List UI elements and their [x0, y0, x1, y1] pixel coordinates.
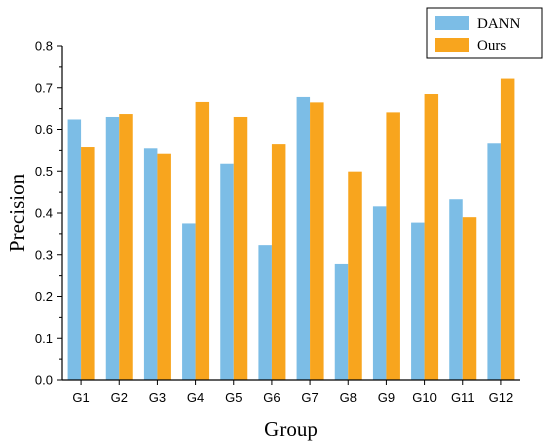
bar-ours-g8 — [348, 171, 362, 380]
x-tick-label: G5 — [225, 390, 242, 405]
x-tick-label: G8 — [340, 390, 357, 405]
bar-ours-g9 — [386, 112, 400, 380]
bar-ours-g3 — [157, 153, 171, 380]
legend-swatch-dann — [435, 16, 469, 30]
bar-ours-g7 — [310, 102, 324, 381]
bar-dann-g9 — [372, 206, 387, 380]
bar-dann-g5 — [220, 163, 234, 380]
bars-layer — [67, 78, 515, 381]
y-tick-label: 0.8 — [35, 39, 53, 54]
bar-dann-g1 — [67, 119, 82, 380]
bar-ours-g5 — [233, 116, 248, 380]
legend: DANN Ours — [426, 7, 543, 59]
bar-dann-g4 — [182, 223, 196, 380]
x-tick-label: G2 — [111, 390, 128, 405]
bar-dann-g7 — [296, 96, 311, 380]
x-tick-label: G10 — [412, 390, 437, 405]
y-tick-label: 0.6 — [35, 122, 53, 137]
x-tick-label: G12 — [489, 390, 514, 405]
y-tick-label: 0.2 — [35, 289, 53, 304]
bar-dann-g8 — [334, 263, 349, 380]
x-tick-label: G3 — [149, 390, 166, 405]
bar-dann-g10 — [411, 222, 425, 380]
x-axis-title: Group — [264, 417, 318, 441]
y-tick-label: 0.7 — [35, 80, 53, 95]
x-tick-label: G7 — [301, 390, 318, 405]
bar-dann-g6 — [258, 245, 272, 380]
bar-ours-g11 — [462, 217, 477, 380]
legend-label-ours: Ours — [477, 38, 506, 54]
bar-ours-g10 — [424, 94, 439, 380]
bar-dann-g2 — [105, 116, 120, 380]
y-axis-title: Precision — [5, 173, 29, 252]
bar-ours-g12 — [500, 78, 515, 380]
legend-label-dann: DANN — [477, 16, 520, 32]
bar-dann-g12 — [487, 143, 501, 380]
y-tick-label: 0.0 — [35, 373, 53, 388]
bar-ours-g1 — [81, 147, 95, 380]
x-tick-label: G11 — [451, 390, 475, 405]
bar-ours-g6 — [271, 144, 286, 380]
x-tick-label: G4 — [187, 390, 204, 405]
x-tick-label: G1 — [72, 390, 89, 405]
bar-dann-g3 — [143, 148, 158, 380]
bar-dann-g11 — [449, 199, 463, 380]
y-tick-label: 0.3 — [35, 247, 53, 262]
bar-ours-g2 — [119, 114, 133, 381]
legend-swatch-ours — [435, 38, 469, 52]
axes-layer: G1 G2 G3 G4 G5 G6 G7 G8 G9 G10 G11 G12 0.0 0.1 0.2 0.3 0… — [35, 39, 520, 405]
x-tick-label: G6 — [263, 390, 280, 405]
x-tick-label: G9 — [378, 390, 395, 405]
y-tick-label: 0.4 — [35, 206, 53, 221]
y-tick-label: 0.1 — [35, 331, 53, 346]
y-tick-label: 0.5 — [35, 164, 53, 179]
bar-ours-g4 — [195, 101, 210, 380]
